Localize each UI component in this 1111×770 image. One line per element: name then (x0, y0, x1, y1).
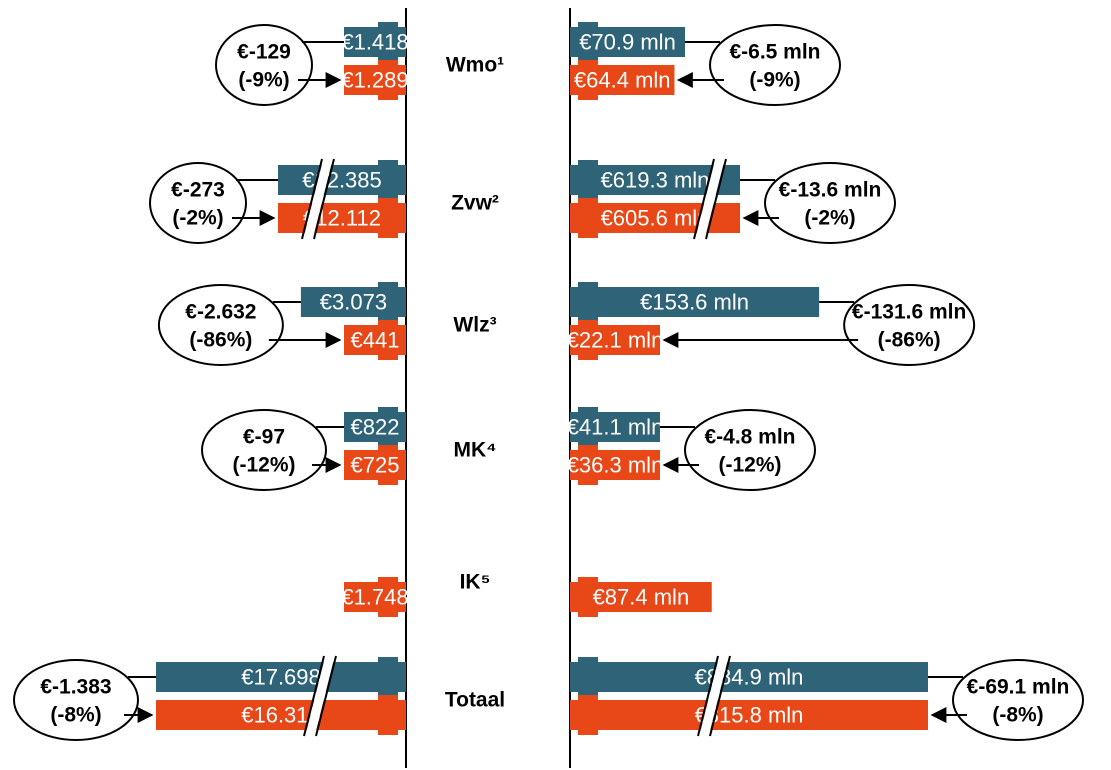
bar-left-before-totaal-tab (378, 657, 398, 697)
bar-right-before-label-wlz: €153.6 mln (640, 290, 749, 315)
bubble-right-totaal (952, 659, 1084, 741)
break-left-totaal-line-a (303, 655, 325, 737)
bubble-left-wmo-amount: €-129 (237, 41, 291, 64)
break-left-zvw-line-a (301, 158, 323, 240)
category-label-ik: IK⁵ (460, 571, 491, 594)
bubble-right-wlz-amount: €-131.6 mln (852, 301, 966, 324)
bar-left-after-label-ik: €1.748 (341, 585, 408, 610)
bar-left-after-label-wlz: €441 (351, 328, 400, 353)
bubble-right-wmo-amount: €-6.5 mln (729, 41, 820, 64)
bubble-right-wmo (709, 24, 841, 106)
bubble-left-wmo (215, 24, 313, 106)
bar-right-after-label-zvw: €605.6 mln (601, 206, 710, 231)
bar-right-before-mk-tab (578, 407, 598, 447)
bar-left-after-wlz-tab (378, 320, 398, 360)
bar-left-after-ik-tab (378, 577, 398, 617)
bar-right-after-totaal-tab (578, 695, 598, 735)
bubble-right-mk-amount: €-4.8 mln (704, 426, 795, 449)
bubble-left-mk (201, 409, 327, 491)
break-right-totaal-line-a (697, 655, 719, 737)
bar-left-after-wmo-tab (378, 60, 398, 100)
bar-right-after-wmo-tab (578, 60, 598, 100)
bubble-right-mk (684, 409, 816, 491)
bar-left-before-label-wmo: €1.418 (341, 30, 408, 55)
bar-left-before-wlz-tab (378, 282, 398, 322)
break-left-zvw-gap (303, 157, 333, 241)
bubble-right-zvw-amount: €-13.6 mln (779, 179, 882, 202)
bar-left-after-mk-tab (378, 445, 398, 485)
break-left-totaal-line-b (315, 655, 337, 737)
bar-right-after-totaal (570, 700, 928, 730)
bar-right-after-label-ik: €87.4 mln (593, 585, 690, 610)
bar-left-before-label-wlz: €3.073 (320, 290, 387, 315)
bar-right-before-label-mk: €41.1 mln (567, 415, 664, 440)
bar-right-before-wmo-tab (578, 22, 598, 62)
bar-left-after-totaal-tab (378, 695, 398, 735)
bubble-right-totaal-amount: €-69.1 mln (967, 676, 1070, 699)
break-right-zvw-line-b (705, 158, 727, 240)
bar-left-after-totaal (156, 700, 406, 730)
bubble-left-mk-amount: €-97 (243, 426, 285, 449)
bar-right-before-label-zvw: €619.3 mln (601, 168, 710, 193)
bar-left-before-label-totaal: €17.698 (241, 665, 321, 690)
bubble-left-mk-pct: (-12%) (232, 454, 295, 477)
bubble-right-zvw (764, 162, 896, 244)
break-left-totaal-gap (305, 654, 335, 738)
bubble-left-wlz-pct: (-86%) (189, 329, 252, 352)
bar-right-after-label-mk: €36.3 mln (567, 453, 664, 478)
bubble-left-zvw (149, 162, 247, 244)
category-label-totaal: Totaal (445, 689, 505, 712)
bar-right-after-wlz-tab (578, 320, 598, 360)
bar-right-after-ik-tab (578, 577, 598, 617)
bar-left-after-label-mk: €725 (351, 453, 400, 478)
bar-right-before-zvw-tab (578, 160, 598, 200)
bubble-left-totaal (13, 659, 139, 741)
bar-left-after-zvw-tab (378, 198, 398, 238)
bubble-right-wlz-pct: (-86%) (878, 329, 941, 352)
break-right-zvw-gap (695, 157, 725, 241)
break-right-totaal-gap (699, 654, 729, 738)
bubble-right-totaal-pct: (-8%) (992, 704, 1043, 727)
bar-left-before-zvw-tab (378, 160, 398, 200)
bubble-right-wmo-pct: (-9%) (749, 69, 800, 92)
bar-right-before-totaal (570, 662, 928, 692)
bar-right-after-label-wlz: €22.1 mln (567, 328, 664, 353)
bar-right-after-mk-tab (578, 445, 598, 485)
bar-left-before-totaal (156, 662, 406, 692)
bubble-right-mk-pct: (-12%) (718, 454, 781, 477)
bar-right-before-wlz-tab (578, 282, 598, 322)
bubble-left-totaal-pct: (-8%) (50, 704, 101, 727)
bar-left-before-mk-tab (378, 407, 398, 447)
bar-right-before-label-wmo: €70.9 mln (579, 30, 676, 55)
bubble-left-zvw-amount: €-273 (171, 179, 225, 202)
bar-left-before-wmo-tab (378, 22, 398, 62)
break-right-totaal-line-b (709, 655, 731, 737)
bar-left-after-label-wmo: €1.289 (341, 68, 408, 93)
bubble-right-zvw-pct: (-2%) (804, 207, 855, 230)
category-label-zvw: Zvw² (451, 192, 499, 215)
bubble-left-totaal-amount: €-1.383 (40, 676, 111, 699)
bubble-left-wmo-pct: (-9%) (238, 69, 289, 92)
bubble-left-wlz (157, 284, 284, 366)
bubble-right-wlz (843, 284, 976, 366)
category-label-wmo: Wmo¹ (446, 54, 504, 77)
bar-right-before-totaal-tab (578, 657, 598, 697)
bar-right-before-wlz (570, 287, 820, 317)
bubble-left-zvw-pct: (-2%) (172, 207, 223, 230)
bar-left-before-label-mk: €822 (351, 415, 400, 440)
bubble-left-wlz-amount: €-2.632 (185, 301, 256, 324)
break-right-zvw-line-a (693, 158, 715, 240)
category-label-mk: MK⁴ (453, 439, 496, 462)
bar-right-after-label-wmo: €64.4 mln (574, 68, 671, 93)
break-left-zvw-line-b (313, 158, 335, 240)
bar-right-after-zvw-tab (578, 198, 598, 238)
category-label-wlz: Wlz³ (453, 314, 496, 337)
